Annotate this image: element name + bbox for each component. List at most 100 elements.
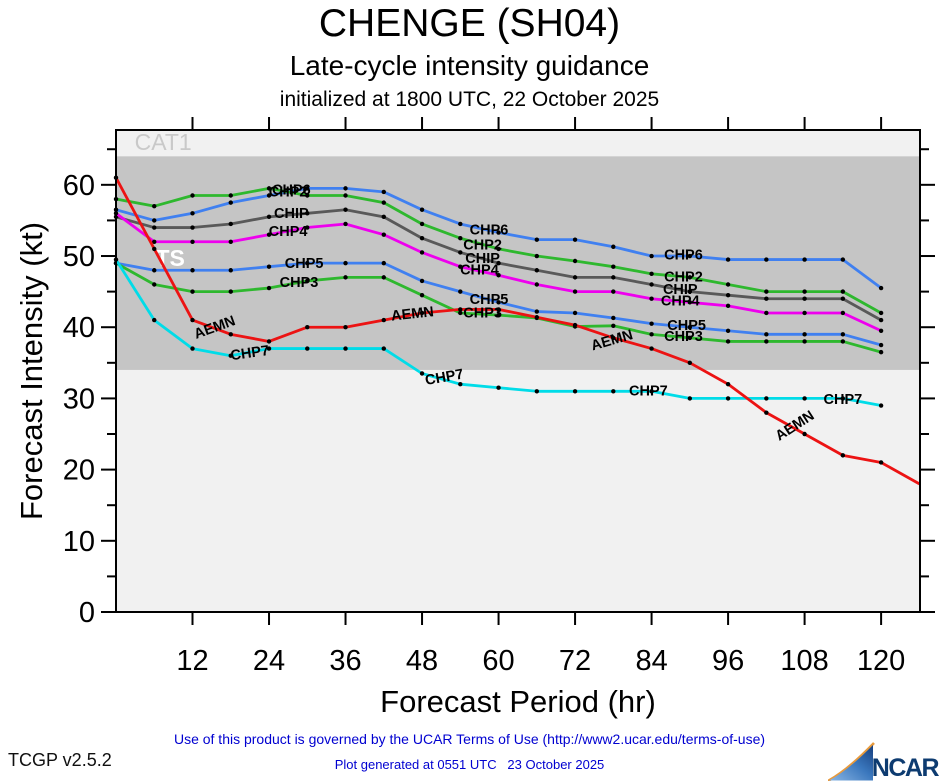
- marker-aemn: [228, 332, 233, 337]
- marker-chp2: [878, 310, 884, 316]
- marker-chp5: [266, 264, 272, 269]
- marker-chp4: [534, 282, 540, 287]
- marker-chp4: [878, 328, 884, 333]
- marker-chp4: [725, 303, 731, 309]
- marker-chp2: [725, 282, 731, 287]
- marker-chip: [764, 296, 769, 301]
- marker-chp3: [840, 339, 846, 344]
- x-tick-label: 36: [329, 645, 361, 677]
- marker-aemn: [878, 460, 884, 465]
- marker-chp4: [266, 232, 272, 237]
- marker-aemn: [534, 315, 540, 320]
- marker-chip: [152, 225, 157, 230]
- marker-chip: [534, 268, 540, 273]
- marker-chp7: [343, 346, 348, 351]
- marker-aemn: [305, 325, 310, 330]
- marker-chp2: [228, 193, 233, 198]
- y-tick-label: 60: [63, 170, 95, 202]
- marker-chp2: [572, 258, 578, 264]
- marker-chp2: [496, 246, 501, 252]
- marker-chip: [266, 214, 272, 220]
- marker-chp6: [458, 221, 463, 227]
- marker-chip: [419, 236, 425, 241]
- marker-chip: [381, 214, 386, 220]
- line-label-chp2: CHP2: [463, 237, 502, 253]
- line-label-chp3: CHP3: [463, 306, 502, 322]
- line-label-chp7: CHP7: [629, 383, 668, 399]
- marker-chp5: [764, 332, 769, 337]
- ncar-logo-triangle-icon: [827, 742, 875, 781]
- marker-chp7: [381, 346, 386, 351]
- marker-chip: [725, 292, 731, 298]
- y-axis-label: Forecast Intensity (kt): [14, 222, 49, 520]
- marker-chp3: [266, 285, 272, 291]
- marker-chp5: [802, 332, 807, 337]
- marker-chp2: [266, 186, 272, 191]
- marker-chp5: [458, 289, 463, 294]
- marker-aemn: [572, 322, 578, 328]
- marker-chp7: [878, 403, 884, 408]
- line-label-chp5: CHP5: [470, 292, 509, 308]
- line-label-chp3: CHP3: [280, 275, 319, 291]
- marker-chp3: [764, 339, 769, 344]
- marker-chp6: [764, 257, 769, 262]
- marker-chp6: [802, 257, 807, 262]
- marker-chp4: [802, 310, 807, 316]
- marker-chp4: [190, 239, 195, 244]
- page-subtitle: Late-cycle intensity guidance: [289, 50, 650, 81]
- marker-aemn: [611, 335, 616, 341]
- marker-chp2: [802, 289, 807, 294]
- marker-chp6: [840, 257, 846, 262]
- marker-chp6: [152, 218, 157, 223]
- marker-chp7: [764, 396, 769, 401]
- marker-chp7: [840, 396, 846, 401]
- x-tick-label: 12: [176, 645, 208, 677]
- marker-chp5: [419, 278, 425, 284]
- line-label-aemn: AEMN: [390, 304, 434, 324]
- series-line-aemn: [114, 177, 921, 486]
- marker-chp3: [878, 349, 884, 355]
- y-tick-label: 50: [63, 241, 95, 273]
- marker-chip: [458, 250, 463, 255]
- marker-chp2: [649, 271, 654, 277]
- marker-chp7: [152, 317, 157, 323]
- marker-aemn: [687, 360, 693, 366]
- marker-chp5: [649, 321, 654, 326]
- marker-chp6: [496, 230, 501, 235]
- marker-chp7: [649, 389, 654, 394]
- x-tick-label: 84: [635, 645, 667, 677]
- marker-chp2: [190, 193, 195, 198]
- marker-chp4: [572, 289, 578, 294]
- marker-aemn: [649, 346, 654, 351]
- ncar-logo: NCAR: [827, 741, 939, 781]
- y-tick-label: 30: [63, 383, 95, 415]
- marker-chp3: [381, 275, 386, 280]
- marker-chp3: [496, 312, 501, 318]
- line-label-chip: CHIP: [274, 206, 309, 222]
- marker-chp4: [687, 300, 693, 305]
- marker-chp4: [305, 225, 310, 230]
- marker-chp2: [764, 289, 769, 294]
- marker-aemn: [343, 325, 348, 330]
- marker-chp7: [572, 389, 578, 394]
- marker-chp7: [458, 381, 463, 387]
- marker-chp5: [725, 328, 731, 333]
- marker-chp4: [343, 221, 348, 227]
- marker-chp5: [381, 260, 386, 266]
- marker-chp6: [343, 186, 348, 191]
- y-tick-label: 10: [63, 526, 95, 558]
- marker-chp2: [305, 193, 310, 198]
- terms-of-use-text: Use of this product is governed by the U…: [173, 731, 766, 747]
- marker-chip: [687, 289, 693, 294]
- marker-chp4: [458, 264, 463, 269]
- marker-chp3: [611, 323, 616, 328]
- marker-chp6: [266, 193, 272, 198]
- marker-aemn: [190, 317, 195, 323]
- line-label-chp3: CHP3: [664, 329, 703, 345]
- marker-chp2: [419, 221, 425, 227]
- marker-chp3: [152, 282, 157, 287]
- x-tick-label: 96: [712, 645, 744, 677]
- marker-chp4: [419, 250, 425, 255]
- zone-label-cat1: CAT1: [135, 129, 192, 155]
